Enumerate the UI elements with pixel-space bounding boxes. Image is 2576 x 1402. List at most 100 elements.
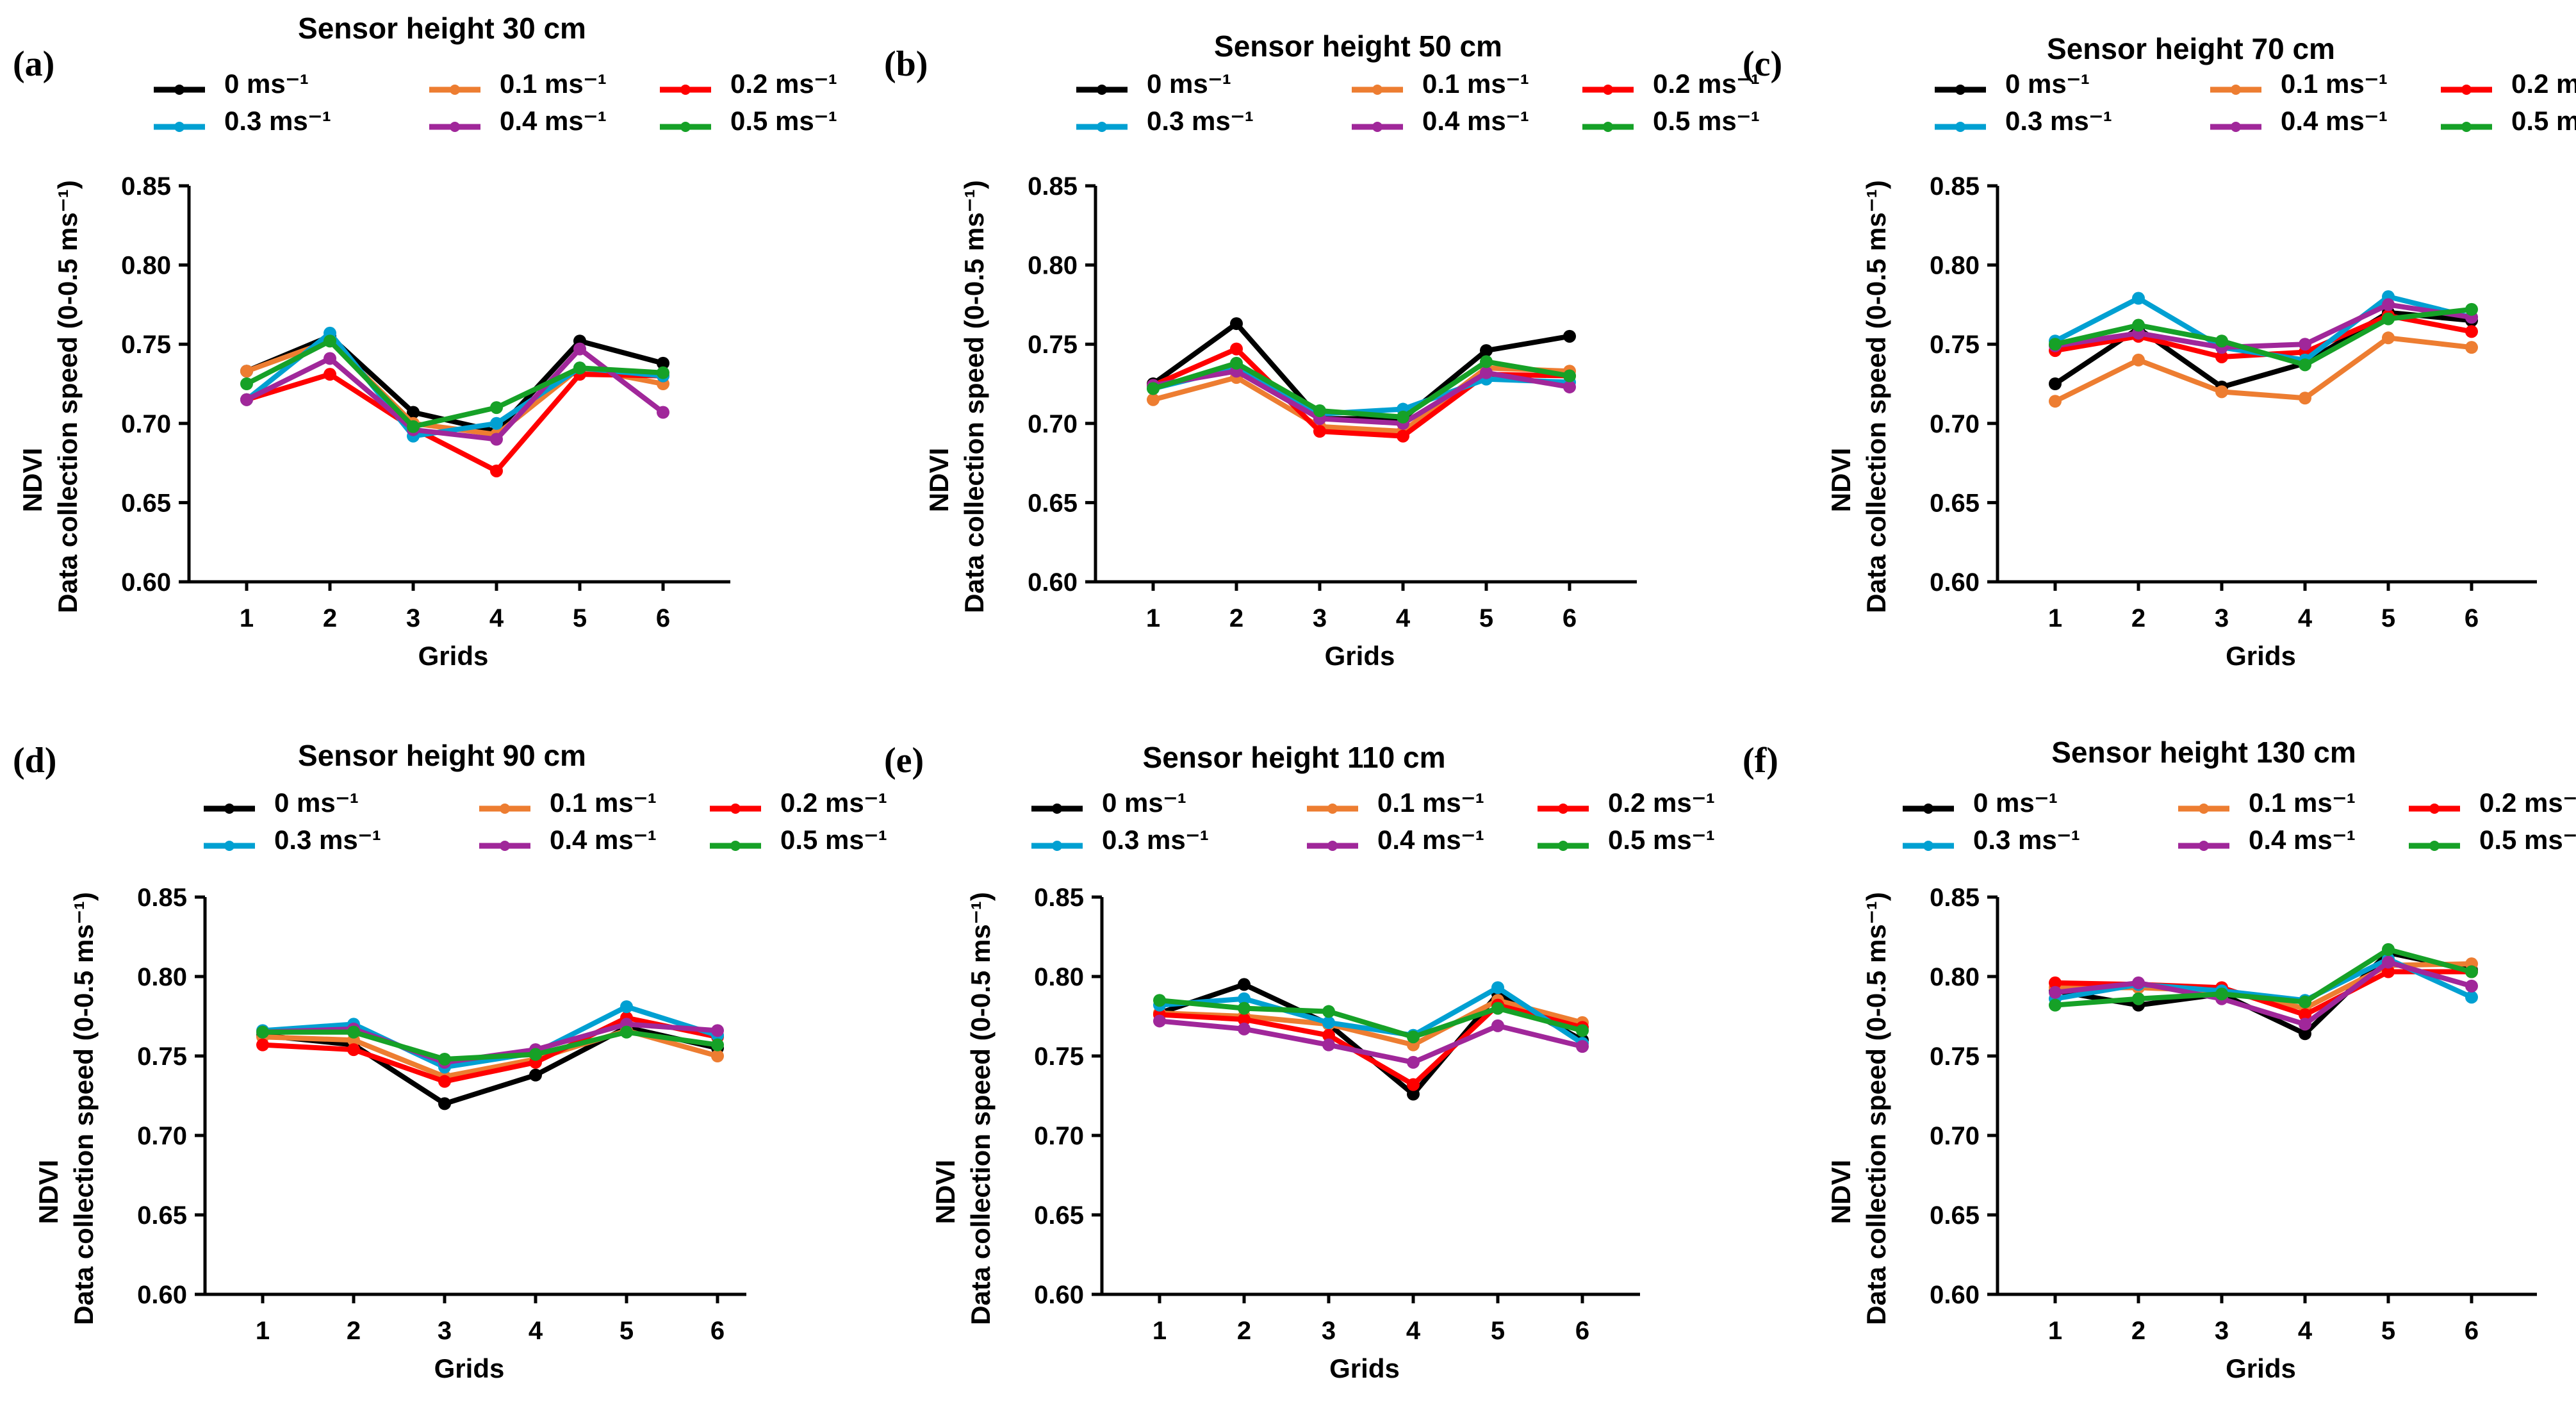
data-point — [240, 377, 253, 390]
legend-marker — [1923, 804, 1933, 814]
data-point — [2382, 943, 2395, 956]
y-tick-label: 0.75 — [121, 331, 171, 359]
data-point — [2132, 318, 2145, 332]
legend-item: 0.3 ms⁻¹ — [1031, 825, 1209, 855]
series-5 — [240, 334, 669, 433]
legend-item: 0.3 ms⁻¹ — [154, 106, 331, 136]
y-tick-label: 0.80 — [121, 252, 171, 280]
data-point — [1147, 382, 1160, 395]
data-point — [324, 352, 336, 365]
data-point — [2465, 965, 2478, 978]
legend-label: 0.3 ms⁻¹ — [1973, 825, 2080, 855]
legend-label: 0.4 ms⁻¹ — [500, 106, 607, 136]
data-point — [2299, 1008, 2311, 1021]
legend-marker — [2461, 122, 2472, 132]
legend-label: 0.4 ms⁻¹ — [1422, 106, 1529, 136]
data-point — [407, 406, 420, 419]
legend-item: 0.4 ms⁻¹ — [1352, 106, 1529, 136]
series-line — [2055, 959, 2473, 1027]
legend-marker — [2199, 841, 2209, 851]
legend-item: 0.4 ms⁻¹ — [1307, 825, 1484, 855]
legend-marker — [1097, 122, 1107, 132]
data-point — [529, 1048, 542, 1061]
x-tick-label: 2 — [2131, 604, 2145, 632]
x-tick-label: 2 — [323, 604, 337, 632]
y-tick-label: 0.75 — [1028, 331, 1078, 359]
x-tick-label: 4 — [2298, 1317, 2313, 1345]
legend-label: 0.2 ms⁻¹ — [1653, 69, 1760, 99]
series-5 — [2049, 302, 2478, 372]
data-point — [1322, 1016, 1335, 1029]
panel-letter: (f) — [1743, 741, 1778, 780]
legend-item: 0.3 ms⁻¹ — [204, 825, 381, 855]
x-tick-label: 5 — [1479, 604, 1493, 632]
y-tick-label: 0.80 — [1028, 252, 1078, 280]
legend-label: 0.1 ms⁻¹ — [2249, 788, 2356, 818]
x-tick-label: 4 — [489, 604, 504, 632]
panel-title: Sensor height 70 cm — [2047, 32, 2335, 65]
data-point — [657, 406, 669, 419]
data-point — [1491, 1002, 1504, 1015]
data-point — [1563, 329, 1576, 343]
x-axis-label: Grids — [2226, 1353, 2296, 1383]
legend-label: 0 ms⁻¹ — [274, 788, 359, 818]
y-tick-label: 0.70 — [121, 410, 171, 438]
data-point — [1147, 393, 1160, 406]
legend-label: 0.1 ms⁻¹ — [2281, 69, 2388, 99]
y-tick-label: 0.70 — [1930, 1122, 1980, 1150]
y-axis-label-speed: Data collection speed (0-0.5 ms⁻¹) — [1861, 180, 1891, 613]
data-point — [2132, 992, 2145, 1005]
legend-marker — [174, 85, 185, 95]
data-point — [2049, 976, 2062, 989]
data-point — [2465, 979, 2478, 993]
y-tick-label: 0.65 — [1930, 1201, 1980, 1230]
x-tick-label: 2 — [1237, 1317, 1251, 1345]
legend-label: 0.1 ms⁻¹ — [500, 69, 607, 99]
y-tick-label: 0.60 — [1930, 1281, 1980, 1309]
legend-label: 0.1 ms⁻¹ — [1377, 788, 1484, 818]
legend-item: 0.1 ms⁻¹ — [2210, 69, 2388, 99]
data-point — [490, 464, 503, 477]
legend-item: 0.2 ms⁻¹ — [2409, 788, 2576, 818]
y-tick-label: 0.80 — [1034, 963, 1084, 991]
legend-marker — [1372, 85, 1382, 95]
legend-marker — [174, 122, 185, 132]
x-tick-label: 3 — [438, 1317, 452, 1345]
y-axis-label-speed: Data collection speed (0-0.5 ms⁻¹) — [53, 180, 83, 613]
data-point — [2382, 331, 2395, 345]
data-point — [1238, 1012, 1251, 1026]
legend-marker — [1327, 804, 1338, 814]
y-tick-label: 0.65 — [121, 489, 171, 517]
data-point — [1480, 344, 1493, 358]
data-point — [2049, 338, 2062, 351]
data-point — [711, 1024, 724, 1037]
data-point — [1230, 342, 1243, 356]
data-point — [438, 1075, 451, 1088]
data-point — [1230, 356, 1243, 370]
legend-marker — [1052, 804, 1062, 814]
series-5 — [1153, 994, 1589, 1044]
y-tick-label: 0.60 — [137, 1281, 187, 1309]
x-tick-label: 1 — [240, 604, 254, 632]
y-axis-label-speed: Data collection speed (0-0.5 ms⁻¹) — [959, 180, 989, 613]
y-tick-label: 0.65 — [1034, 1201, 1084, 1230]
legend-marker — [1603, 85, 1613, 95]
legend-marker — [1955, 122, 1965, 132]
x-tick-label: 3 — [1313, 604, 1327, 632]
y-axis-label-ndvi: NDVI — [1826, 448, 1856, 512]
data-point — [1397, 429, 1409, 443]
data-point — [657, 366, 669, 379]
x-tick-label: 2 — [2131, 1317, 2145, 1345]
data-point — [2049, 395, 2062, 408]
legend-marker — [1372, 122, 1382, 132]
legend-label: 0.3 ms⁻¹ — [1102, 825, 1209, 855]
data-point — [1563, 369, 1576, 383]
data-point — [1397, 410, 1409, 424]
y-axis-label-ndvi: NDVI — [924, 448, 954, 512]
legend-marker — [730, 804, 741, 814]
legend-marker — [2429, 841, 2440, 851]
y-tick-label: 0.85 — [1930, 172, 1980, 201]
series-line — [262, 1015, 718, 1084]
x-tick-label: 6 — [656, 604, 670, 632]
data-point — [2299, 392, 2311, 405]
